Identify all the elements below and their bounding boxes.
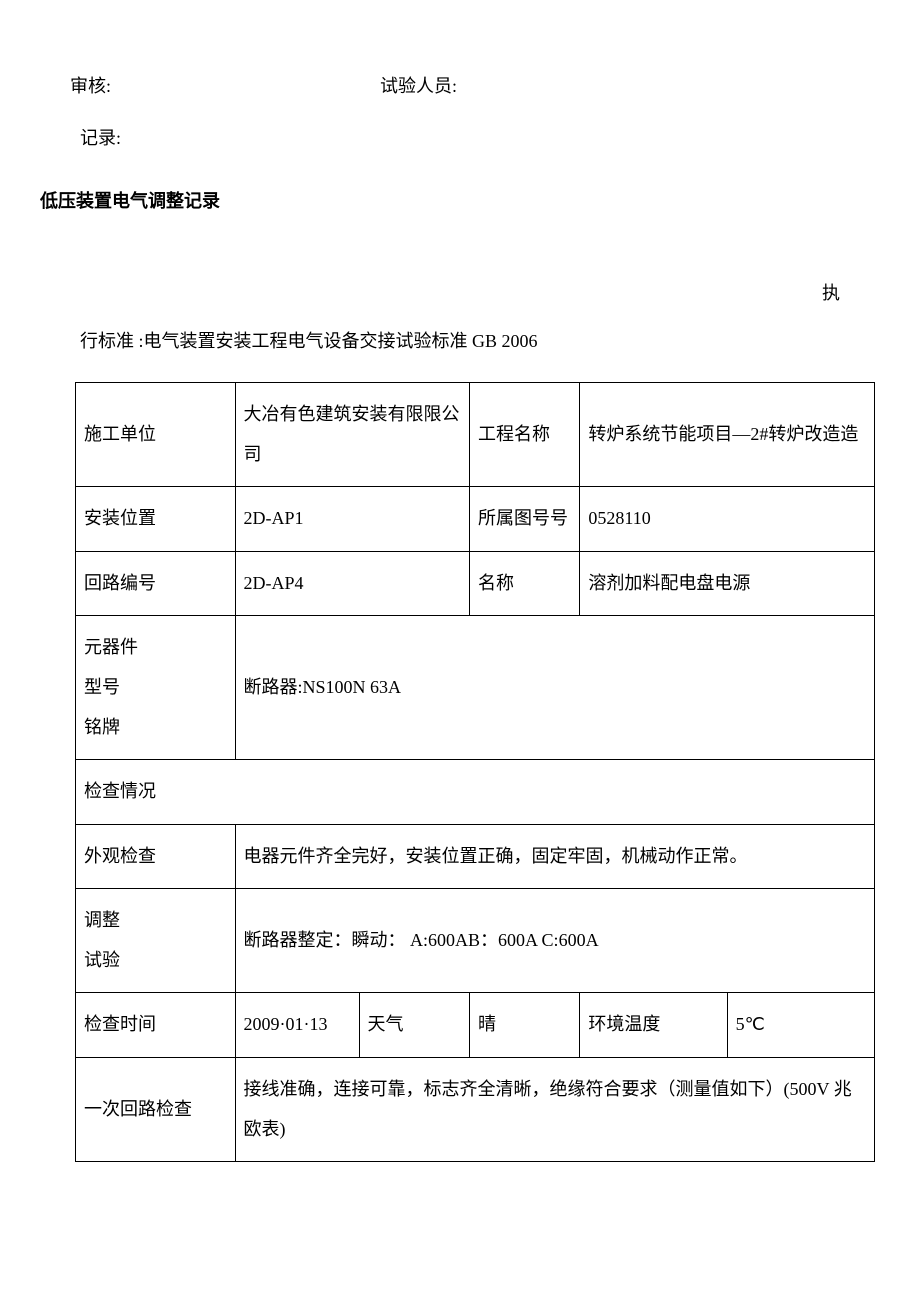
record-label: 记录: — [40, 122, 880, 154]
table-row: 安装位置 2D-AP1 所属图号号 0528110 — [76, 487, 875, 552]
install-position-value: 2D-AP1 — [235, 487, 469, 552]
construction-unit-value: 大冶有色建筑安装有限限公司 — [235, 382, 469, 486]
table-row: 回路编号 2D-AP4 名称 溶剂加料配电盘电源 — [76, 551, 875, 616]
name-value: 溶剂加料配电盘电源 — [580, 551, 875, 616]
inspection-status-label: 检查情况 — [76, 760, 875, 825]
standard-prefix: 执 — [40, 277, 880, 309]
standard-section: 执 行标准 :电气装置安装工程电气设备交接试验标准 GB 2006 — [40, 277, 880, 357]
document-title: 低压装置电气调整记录 — [40, 185, 880, 217]
drawing-number-label: 所属图号号 — [469, 487, 579, 552]
env-temp-label: 环境温度 — [580, 993, 727, 1058]
table-row: 一次回路检查 接线准确，连接可靠，标志齐全清晰，绝缘符合要求（测量值如下）(50… — [76, 1058, 875, 1162]
circuit-number-label: 回路编号 — [76, 551, 236, 616]
table-row: 检查情况 — [76, 760, 875, 825]
inspection-time-label: 检查时间 — [76, 993, 236, 1058]
weather-value: 晴 — [469, 993, 579, 1058]
component-model-label: 元器件 型号 铭牌 — [76, 616, 236, 760]
project-name-value: 转炉系统节能项目—2#转炉改造造 — [580, 382, 875, 486]
circuit-number-value: 2D-AP4 — [235, 551, 469, 616]
tester-label: 试验人员: — [380, 70, 457, 102]
env-temp-value: 5℃ — [727, 993, 874, 1058]
standard-text: 行标准 :电气装置安装工程电气设备交接试验标准 GB 2006 — [40, 325, 880, 357]
install-position-label: 安装位置 — [76, 487, 236, 552]
primary-circuit-value: 接线准确，连接可靠，标志齐全清晰，绝缘符合要求（测量值如下）(500V 兆欧表) — [235, 1058, 874, 1162]
table-row: 调整 试验 断路器整定：瞬动： A:600AB：600A C:600A — [76, 889, 875, 993]
table-row: 元器件 型号 铭牌 断路器:NS100N 63A — [76, 616, 875, 760]
visual-inspection-label: 外观检查 — [76, 824, 236, 889]
name-label: 名称 — [469, 551, 579, 616]
adjustment-test-label: 调整 试验 — [76, 889, 236, 993]
table-row: 施工单位 大冶有色建筑安装有限限公司 工程名称 转炉系统节能项目—2#转炉改造造 — [76, 382, 875, 486]
visual-inspection-value: 电器元件齐全完好，安装位置正确，固定牢固，机械动作正常。 — [235, 824, 874, 889]
construction-unit-label: 施工单位 — [76, 382, 236, 486]
weather-label: 天气 — [359, 993, 469, 1058]
record-table: 施工单位 大冶有色建筑安装有限限公司 工程名称 转炉系统节能项目—2#转炉改造造… — [75, 382, 875, 1162]
drawing-number-value: 0528110 — [580, 487, 875, 552]
table-row: 外观检查 电器元件齐全完好，安装位置正确，固定牢固，机械动作正常。 — [76, 824, 875, 889]
inspection-time-value: 2009·01·13 — [235, 993, 359, 1058]
component-model-value: 断路器:NS100N 63A — [235, 616, 874, 760]
project-name-label: 工程名称 — [469, 382, 579, 486]
adjustment-test-value: 断路器整定：瞬动： A:600AB：600A C:600A — [235, 889, 874, 993]
primary-circuit-label: 一次回路检查 — [76, 1058, 236, 1162]
table-row: 检查时间 2009·01·13 天气 晴 环境温度 5℃ — [76, 993, 875, 1058]
audit-label: 审核: — [70, 70, 380, 102]
header-signatures: 审核: 试验人员: — [40, 70, 880, 102]
